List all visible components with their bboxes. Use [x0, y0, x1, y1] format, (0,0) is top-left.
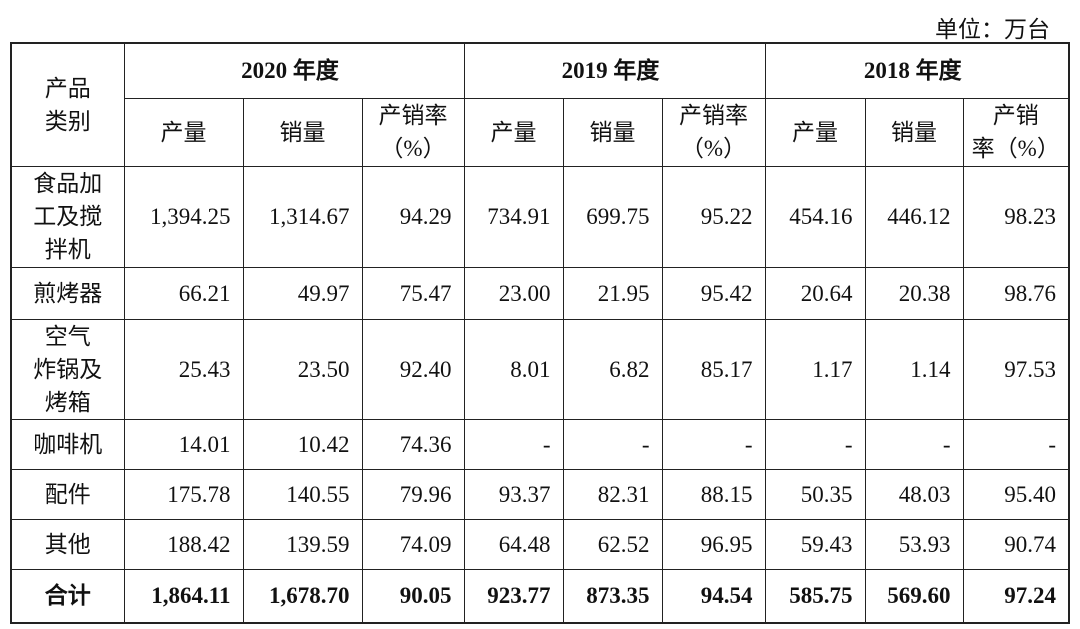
cell: 94.29 [361, 165, 465, 268]
cell: 82.31 [562, 468, 663, 520]
cell: 79.96 [361, 468, 465, 520]
cell: 139.59 [242, 518, 363, 570]
data-row: 食品加 工及搅 拌机 1,394.25 1,314.67 94.29 734.91 699… [10, 165, 1070, 268]
cell: 74.09 [361, 518, 465, 570]
cell: 8.01 [463, 318, 564, 420]
cell: - [562, 418, 663, 470]
cell: 53.93 [864, 518, 964, 570]
cell: 873.35 [562, 568, 663, 624]
cell: 1,678.70 [242, 568, 363, 624]
cell: 98.23 [962, 165, 1070, 268]
cell: 97.24 [962, 568, 1070, 624]
cell: - [764, 418, 866, 470]
cell: 90.74 [962, 518, 1070, 570]
cell: 1.17 [764, 318, 866, 420]
corner-header: 产品 类别 [10, 42, 125, 167]
column-header: 销量 [242, 97, 363, 167]
cell: 23.50 [242, 318, 363, 420]
cell: 14.01 [123, 418, 244, 470]
row-label: 煎烤器 [10, 266, 125, 320]
cell: 20.38 [864, 266, 964, 320]
column-header: 产量 [123, 97, 244, 167]
cell: - [864, 418, 964, 470]
cell: 20.64 [764, 266, 866, 320]
cell: 6.82 [562, 318, 663, 420]
column-header: 销量 [562, 97, 663, 167]
cell: - [661, 418, 766, 470]
cell: - [463, 418, 564, 470]
cell: 90.05 [361, 568, 465, 624]
cell: 75.47 [361, 266, 465, 320]
cell: 66.21 [123, 266, 244, 320]
year-header: 2020 年度 [123, 42, 465, 99]
cell: 21.95 [562, 266, 663, 320]
cell: 93.37 [463, 468, 564, 520]
cell: 446.12 [864, 165, 964, 268]
data-row: 煎烤器 66.21 49.97 75.47 23.00 21.95 95.42 20.64 20… [10, 266, 1070, 320]
year-header: 2019 年度 [463, 42, 766, 99]
cell: 48.03 [864, 468, 964, 520]
row-label: 配件 [10, 468, 125, 520]
row-label: 其他 [10, 518, 125, 570]
cell: 175.78 [123, 468, 244, 520]
cell: 585.75 [764, 568, 866, 624]
cell: 1,394.25 [123, 165, 244, 268]
cell: 50.35 [764, 468, 866, 520]
cell: 10.42 [242, 418, 363, 470]
cell: 25.43 [123, 318, 244, 420]
production-sales-table: 产品 类别 2020 年度 2019 年度 2018 年度 产量 销量 产销率 （%） 产量销… [10, 42, 1071, 624]
column-header: 产销率 （%） [361, 97, 465, 167]
row-label: 合计 [10, 568, 125, 624]
cell: 569.60 [864, 568, 964, 624]
cell: 96.95 [661, 518, 766, 570]
cell: 140.55 [242, 468, 363, 520]
row-label: 空气 炸锅及 烤箱 [10, 318, 125, 420]
cell: 95.22 [661, 165, 766, 268]
cell: 97.53 [962, 318, 1070, 420]
data-row: 咖啡机 14.01 10.42 74.36- - - - - - [10, 418, 1070, 470]
column-header: 产销 率（%） [962, 97, 1070, 167]
cell: 49.97 [242, 266, 363, 320]
row-label: 食品加 工及搅 拌机 [10, 165, 125, 268]
year-header: 2018 年度 [764, 42, 1070, 99]
cell: 94.54 [661, 568, 766, 624]
cell: 23.00 [463, 266, 564, 320]
cell: 454.16 [764, 165, 866, 268]
column-header: 产量 [764, 97, 866, 167]
cell: 1,314.67 [242, 165, 363, 268]
cell: 188.42 [123, 518, 244, 570]
cell: 85.17 [661, 318, 766, 420]
cell: - [962, 418, 1070, 470]
cell: 98.76 [962, 266, 1070, 320]
cell: 88.15 [661, 468, 766, 520]
column-header: 产销率 （%） [661, 97, 766, 167]
row-label: 咖啡机 [10, 418, 125, 470]
cell: 699.75 [562, 165, 663, 268]
data-row: 空气 炸锅及 烤箱 25.43 23.50 92.40 8.01 6.82 85.17 1.1… [10, 318, 1070, 420]
cell: 59.43 [764, 518, 866, 570]
cell: 1.14 [864, 318, 964, 420]
cell: 923.77 [463, 568, 564, 624]
data-row: 配件 175.78 140.55 79.96 93.37 82.31 88.15 50.35 4… [10, 468, 1070, 520]
cell: 64.48 [463, 518, 564, 570]
total-row: 合计 1,864.11 1,678.70 90.05 923.77 873.35 94.54… [10, 568, 1070, 624]
cell: 74.36 [361, 418, 465, 470]
cell: 1,864.11 [123, 568, 244, 624]
cell: 92.40 [361, 318, 465, 420]
header-row: 产量 销量 产销率 （%） 产量 销量 产销率 （%） 产量 销量 产销 率（%） [11, 97, 1070, 167]
unit-note: 单位：万台 [935, 17, 1050, 42]
data-row: 其他 188.42 139.59 74.09 64.48 62.52 96.95 59.43 5… [10, 518, 1070, 570]
header-row: 产品 类别 2020 年度 2019 年度 2018 年度 [10, 42, 1070, 167]
cell: 95.42 [661, 266, 766, 320]
cell: 95.40 [962, 468, 1070, 520]
cell: 62.52 [562, 518, 663, 570]
cell: 734.91 [463, 165, 564, 268]
column-header: 销量 [864, 97, 964, 167]
column-header: 产量 [463, 97, 564, 167]
